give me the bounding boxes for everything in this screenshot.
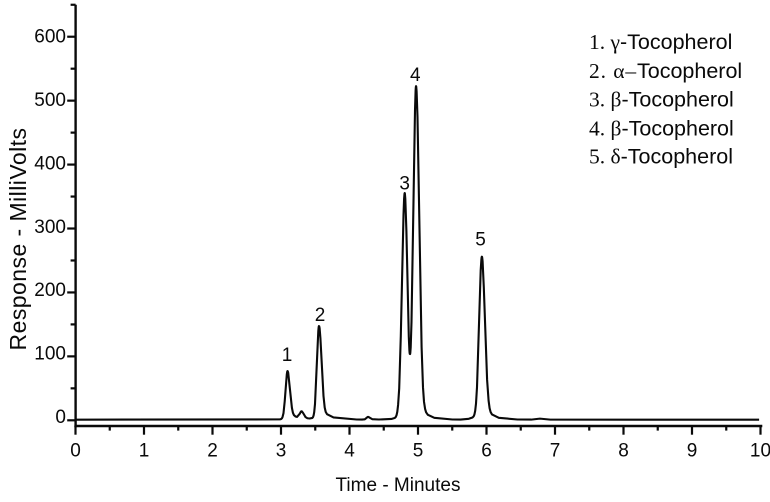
svg-text:400: 400	[34, 153, 66, 174]
svg-text:9: 9	[687, 441, 698, 462]
svg-text:0: 0	[70, 441, 81, 462]
svg-text:5: 5	[475, 229, 486, 250]
svg-text:0: 0	[55, 407, 66, 428]
svg-text:1: 1	[139, 441, 150, 462]
svg-text:100: 100	[34, 344, 66, 365]
svg-text:6: 6	[481, 441, 492, 462]
svg-text:7: 7	[550, 441, 561, 462]
svg-text:1: 1	[282, 345, 293, 366]
svg-text:600: 600	[34, 27, 66, 48]
svg-text:4. β-Tocopherol: 4. β-Tocopherol	[589, 117, 734, 141]
svg-text:4: 4	[410, 65, 421, 86]
svg-text:5. δ-Tocopherol: 5. δ-Tocopherol	[589, 145, 733, 169]
svg-text:3: 3	[276, 441, 287, 462]
svg-text:200: 200	[34, 280, 66, 301]
svg-text:300: 300	[34, 217, 66, 238]
svg-text:4: 4	[344, 441, 355, 462]
svg-text:3: 3	[399, 174, 410, 195]
svg-text:1. γ-Tocopherol: 1. γ-Tocopherol	[589, 30, 732, 54]
svg-text:2: 2	[207, 441, 218, 462]
svg-text:Time - Minutes: Time - Minutes	[336, 475, 461, 496]
svg-text:10: 10	[750, 441, 770, 462]
svg-text:5: 5	[413, 441, 424, 462]
svg-text:2. α–Tocopherol: 2. α–Tocopherol	[589, 59, 742, 83]
svg-text:500: 500	[34, 90, 66, 111]
svg-text:2: 2	[315, 305, 326, 326]
svg-text:8: 8	[618, 441, 629, 462]
svg-text:3. β-Tocopherol: 3. β-Tocopherol	[589, 88, 734, 112]
svg-text:Response - MilliVolts: Response - MilliVolts	[5, 128, 31, 351]
